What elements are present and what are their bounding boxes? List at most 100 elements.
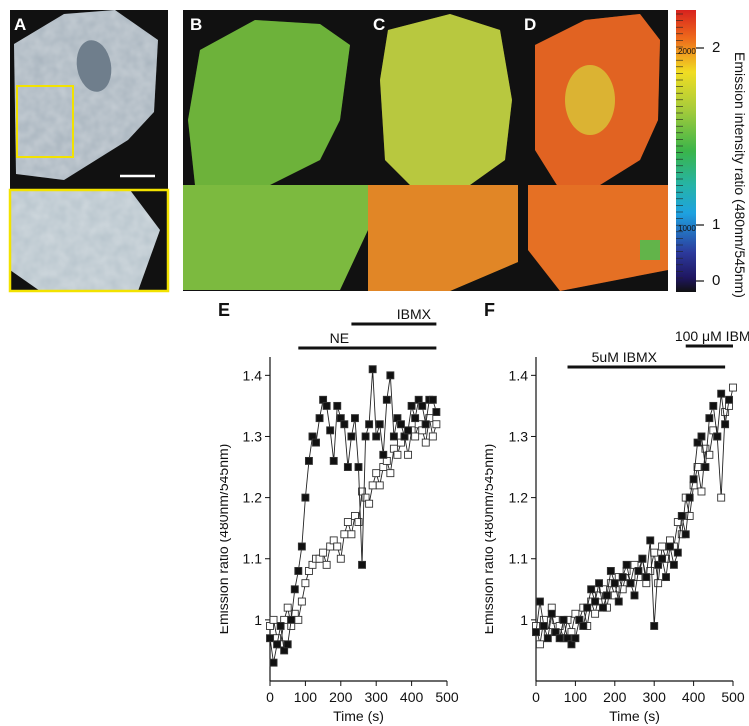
- x-tick-label: 300: [365, 689, 389, 705]
- data-point-filled: [340, 420, 349, 429]
- y-axis-label: Emission ratio (480nm/545nm): [220, 444, 231, 635]
- x-tick-label: 500: [435, 689, 459, 705]
- data-point-filled: [717, 389, 726, 398]
- data-point-open: [705, 450, 714, 459]
- data-point-filled: [428, 395, 437, 404]
- data-point-open: [386, 469, 395, 478]
- data-point-filled: [673, 548, 682, 557]
- data-point-filled: [547, 609, 556, 618]
- data-point-filled: [361, 432, 370, 441]
- data-point-open: [717, 493, 726, 502]
- y-axis-label: Emission ratio (480nm/545nm): [485, 444, 496, 635]
- panel-label-e: E: [218, 300, 231, 320]
- y-tick-label: 1.2: [243, 490, 263, 506]
- panel-label-b: B: [190, 15, 203, 34]
- panel-a-zoom-image: [8, 188, 170, 293]
- data-point-filled: [287, 615, 296, 624]
- data-point-filled: [721, 420, 730, 429]
- data-point-filled: [705, 414, 714, 423]
- data-point-filled: [599, 603, 607, 612]
- data-point-filled: [354, 463, 363, 471]
- x-tick-label: 200: [329, 689, 353, 705]
- series-line: [535, 387, 734, 645]
- data-point-open: [618, 585, 627, 594]
- y-tick-label: 1.4: [509, 367, 529, 383]
- y-tick-label: 1.2: [509, 490, 529, 506]
- series-line: [535, 393, 730, 646]
- x-tick-label: 200: [603, 689, 627, 705]
- data-point-open: [297, 597, 306, 606]
- colorbar-tick-2: 2: [712, 39, 721, 56]
- data-point-filled: [602, 591, 611, 600]
- data-point-filled: [579, 622, 588, 630]
- data-point-filled: [322, 401, 331, 410]
- colorbar-tick-0: 0: [712, 272, 721, 289]
- colorbar-tick-1: 1: [712, 216, 721, 233]
- data-point-open: [269, 615, 278, 624]
- colorbar-inner-2000: 2000: [678, 47, 696, 56]
- panel-a-top-image: [10, 10, 168, 191]
- y-tick-label: 1.3: [509, 428, 529, 444]
- y-tick-label: 1: [520, 612, 528, 628]
- data-point-filled: [642, 573, 651, 582]
- data-point-filled: [614, 597, 623, 606]
- data-point-filled: [368, 365, 377, 374]
- y-tick-label: 1.4: [243, 367, 263, 383]
- data-point-open: [375, 481, 384, 490]
- data-point-filled: [591, 597, 600, 606]
- data-point-open: [319, 548, 328, 557]
- colorbar-title: Emission intensity ratio (480nm/545nm): [732, 52, 748, 298]
- data-point-filled: [382, 395, 391, 404]
- data-point-open: [343, 518, 352, 527]
- data-point-open: [354, 518, 363, 527]
- data-point-filled: [397, 420, 405, 429]
- treatment-label: NE: [330, 330, 349, 346]
- y-tick-label: 1.3: [243, 428, 263, 444]
- data-point-filled: [294, 567, 303, 575]
- panel-label-f: F: [484, 300, 495, 320]
- data-point-filled: [372, 432, 381, 441]
- data-point-filled: [407, 401, 416, 410]
- x-axis-label: Time (s): [333, 708, 384, 724]
- data-point-filled: [358, 560, 366, 569]
- data-point-filled: [697, 432, 706, 441]
- x-tick-label: 0: [266, 689, 274, 705]
- x-tick-label: 400: [682, 689, 706, 705]
- data-point-filled: [677, 511, 686, 520]
- treatment-label: IBMX: [397, 306, 432, 322]
- data-point-filled: [595, 579, 603, 588]
- chart-f: 0 100 200 300 400 500 1 1.1 1.2 1.3 1.4 Time (s) Emi…: [485, 328, 749, 724]
- panel-b-image: [183, 10, 368, 291]
- data-point-filled: [532, 628, 540, 637]
- data-point-filled: [606, 567, 615, 575]
- panel-label-c: C: [373, 15, 386, 34]
- data-point-open: [294, 615, 303, 624]
- x-tick-label: 500: [721, 689, 745, 705]
- y-tick-label: 1.1: [243, 551, 263, 567]
- data-point-filled: [333, 401, 342, 410]
- data-point-filled: [375, 420, 384, 429]
- data-point-filled: [421, 420, 430, 429]
- data-point-open: [697, 487, 706, 496]
- data-point-filled: [290, 585, 299, 594]
- data-point-filled: [709, 401, 718, 410]
- data-point-filled: [315, 414, 324, 423]
- x-tick-label: 100: [564, 689, 588, 705]
- panel-c-image: [368, 10, 518, 291]
- data-point-open: [404, 450, 413, 459]
- data-point-open: [685, 511, 694, 520]
- treatment-label: 100 μM IBMX: [675, 328, 749, 344]
- data-point-open: [336, 554, 345, 563]
- data-point-filled: [658, 554, 667, 563]
- data-point-open: [650, 548, 659, 557]
- x-tick-label: 100: [294, 689, 318, 705]
- data-point-filled: [273, 640, 282, 649]
- data-point-filled: [583, 603, 592, 612]
- data-point-filled: [646, 536, 655, 545]
- data-point-open: [535, 640, 544, 649]
- data-point-filled: [312, 438, 320, 447]
- data-point-open: [421, 438, 430, 447]
- data-point-filled: [343, 463, 352, 471]
- data-point-filled: [685, 493, 694, 502]
- data-point-open: [340, 530, 349, 539]
